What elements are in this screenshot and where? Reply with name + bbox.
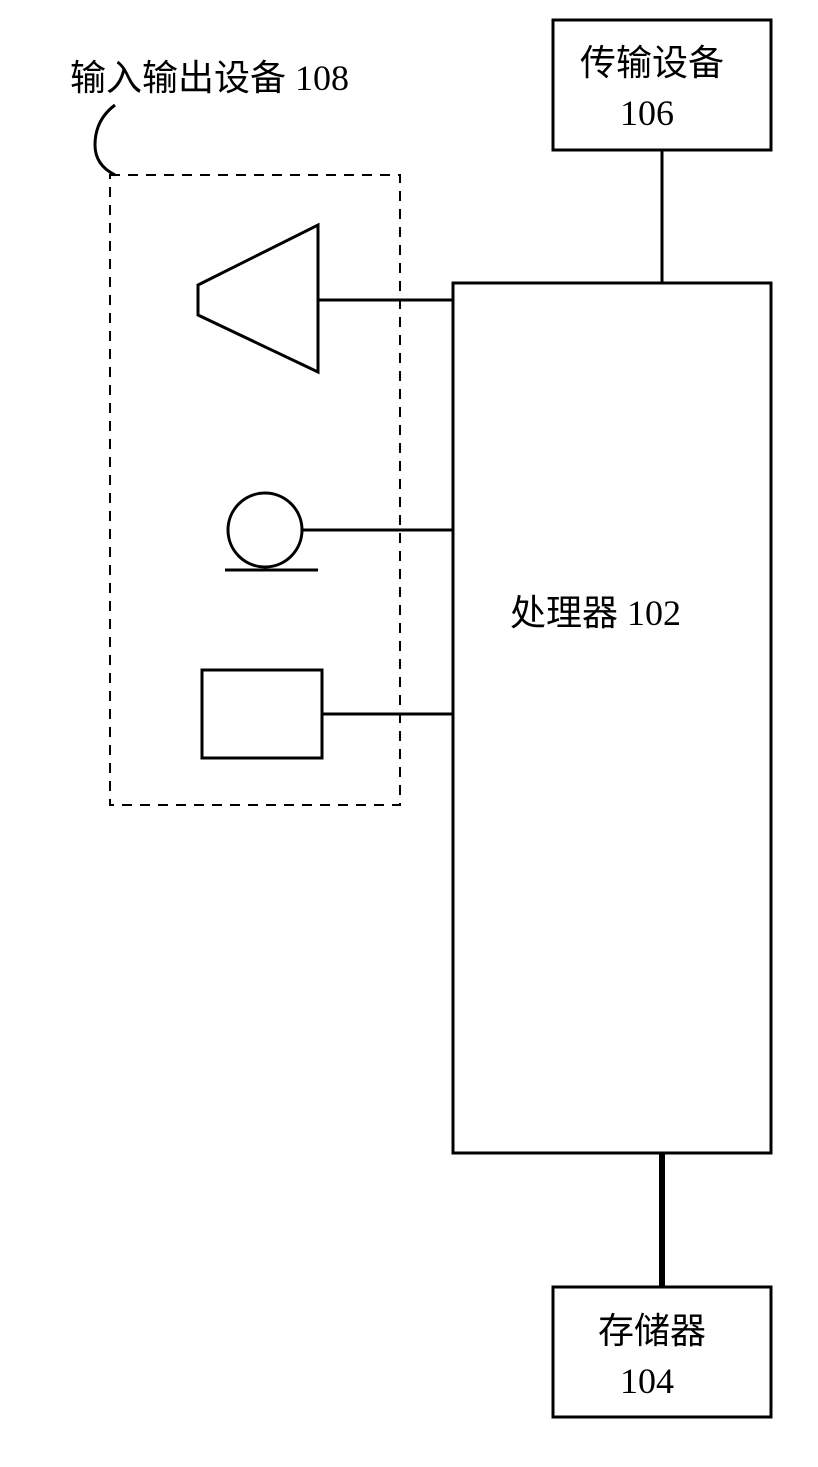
speaker-icon (198, 225, 318, 372)
io-device-label: 输入输出设备 108 (70, 55, 349, 102)
memory-number: 104 (620, 1358, 674, 1405)
processor-box (453, 283, 771, 1153)
transmission-device-number: 106 (620, 90, 674, 137)
block-diagram (0, 0, 818, 1467)
memory-label: 存储器 (598, 1308, 706, 1355)
transmission-device-label: 传输设备 (580, 40, 724, 87)
microphone-icon (228, 493, 302, 567)
processor-label: 处理器 102 (510, 590, 681, 637)
io-label-connector (95, 105, 115, 175)
io-device-dashed-box (110, 175, 400, 805)
device-rect-icon (202, 670, 322, 758)
